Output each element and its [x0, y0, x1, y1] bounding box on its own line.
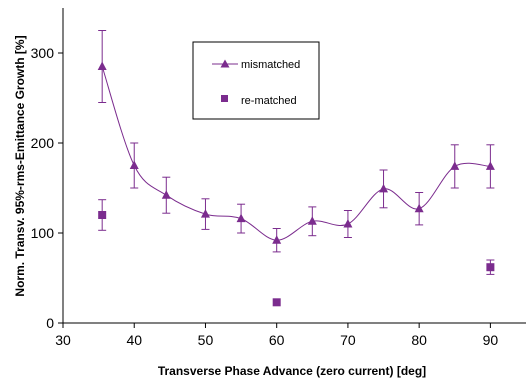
- x-tick-label: 40: [126, 332, 142, 348]
- data-point-triangle: [236, 213, 246, 223]
- legend-rematched-label: re-matched: [241, 95, 297, 107]
- x-tick-label: 90: [483, 332, 499, 348]
- data-point-triangle: [161, 190, 171, 199]
- data-point-triangle: [200, 209, 210, 218]
- legend-rematched-marker: [221, 95, 228, 102]
- data-point-square: [98, 211, 107, 219]
- data-point-triangle: [129, 160, 139, 169]
- legend-mismatched-marker: [220, 59, 230, 68]
- y-tick-label: 100: [31, 225, 55, 241]
- y-tick-label: 300: [31, 45, 55, 61]
- legend: mismatched re-matched: [192, 41, 320, 120]
- y-tick-label: 0: [46, 315, 54, 331]
- plot-area: [62, 8, 526, 324]
- data-point-square: [486, 263, 495, 272]
- data-point-triangle: [343, 219, 353, 228]
- series-layer: [97, 30, 495, 307]
- legend-box: [192, 41, 320, 120]
- y-tick-label: 200: [31, 135, 55, 151]
- x-tick-label: 70: [340, 332, 356, 348]
- data-point-square: [272, 298, 281, 307]
- x-tick-label: 60: [269, 332, 285, 348]
- x-tick-label: 50: [198, 332, 214, 348]
- data-point-triangle: [307, 216, 317, 225]
- data-point-triangle: [485, 161, 495, 170]
- data-point-triangle: [97, 61, 107, 70]
- y-axis-title: Norm. Transv. 95%-rms-Emittance Growth […: [13, 35, 27, 296]
- legend-mismatched-label: mismatched: [241, 59, 300, 71]
- data-point-triangle: [379, 183, 389, 193]
- series-mismatched: [97, 30, 495, 253]
- series-rematched: [98, 199, 495, 307]
- x-tick-label: 30: [55, 332, 71, 348]
- data-point-triangle: [414, 203, 424, 213]
- x-tick-label: 80: [411, 332, 427, 348]
- data-point-triangle: [272, 235, 282, 244]
- data-point-triangle: [450, 161, 460, 170]
- y-axis-ticks: 0 100 200 300: [31, 45, 63, 331]
- x-axis-ticks: 30 40 50 60 70 80 90: [55, 323, 498, 348]
- x-axis-title: Transverse Phase Advance (zero current) …: [158, 364, 426, 378]
